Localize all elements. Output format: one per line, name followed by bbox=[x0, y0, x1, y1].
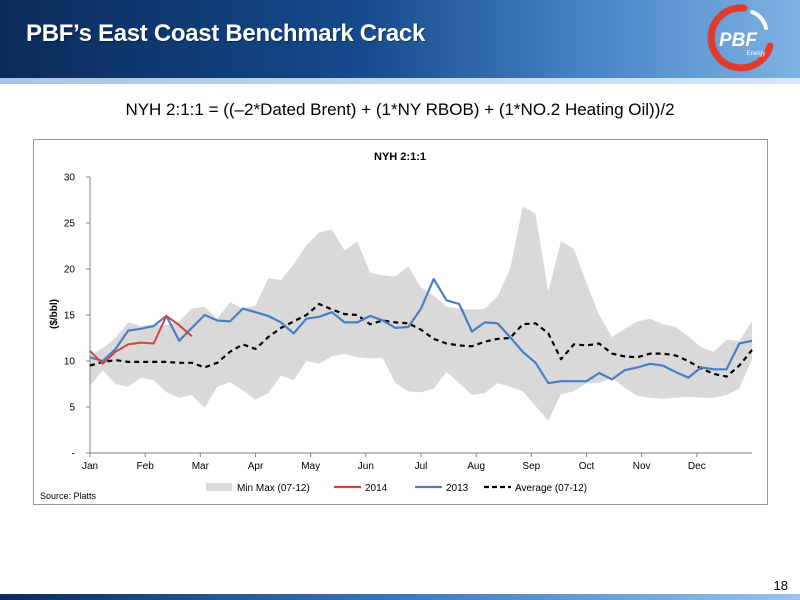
y-tick-label: 15 bbox=[64, 311, 76, 322]
legend-label: Min Max (07-12) bbox=[237, 483, 310, 494]
x-tick-label: Feb bbox=[137, 461, 155, 472]
page-number: 18 bbox=[773, 578, 788, 593]
x-tick-label: Jan bbox=[82, 461, 98, 472]
slide-title: PBF’s East Coast Benchmark Crack bbox=[26, 20, 426, 47]
y-tick-label: 25 bbox=[64, 219, 76, 230]
x-tick-label: Mar bbox=[192, 461, 210, 472]
x-tick-label: Apr bbox=[248, 461, 264, 472]
legend-swatch-min-max bbox=[206, 483, 232, 491]
y-axis-label: ($/bbl) bbox=[49, 299, 60, 329]
footer-bar bbox=[0, 594, 800, 600]
min-max-band bbox=[90, 206, 752, 421]
formula-subtitle: NYH 2:1:1 = ((–2*Dated Brent) + (1*NY RB… bbox=[125, 100, 675, 119]
y-tick-label: 5 bbox=[69, 403, 75, 414]
header-stripe bbox=[0, 78, 800, 84]
nyh-crack-chart: NYH 2:1:1 ($/bbl) - 5 10 15 20 25 30 Jan Feb Mar A… bbox=[49, 151, 753, 494]
x-tick-label: Sep bbox=[522, 461, 540, 472]
x-tick-label: Dec bbox=[688, 461, 706, 472]
y-tick-label: 10 bbox=[64, 357, 76, 368]
logo-subtext: Energy bbox=[746, 51, 765, 57]
x-tick-label: Nov bbox=[633, 461, 651, 472]
x-tick-label: Aug bbox=[467, 461, 485, 472]
y-tick-label: 30 bbox=[64, 173, 76, 184]
logo-text: PBF bbox=[719, 30, 758, 51]
chart-frame: NYH 2:1:1 ($/bbl) - 5 10 15 20 25 30 Jan Feb Mar A… bbox=[33, 139, 768, 505]
chart-title: NYH 2:1:1 bbox=[374, 151, 426, 163]
series-line-2013 bbox=[89, 278, 753, 385]
legend-label: 2013 bbox=[446, 483, 469, 494]
legend-label: 2014 bbox=[365, 483, 388, 494]
y-tick-label: 20 bbox=[64, 265, 76, 276]
x-tick-label: Oct bbox=[579, 461, 595, 472]
y-tick-label: - bbox=[72, 449, 75, 460]
series-line-average-07-12 bbox=[89, 302, 753, 378]
x-tick-label: May bbox=[301, 461, 320, 472]
source-note: Source: Platts bbox=[40, 491, 97, 501]
x-tick-label: Jul bbox=[415, 461, 428, 472]
legend-label: Average (07-12) bbox=[515, 483, 587, 494]
series-line-2014 bbox=[89, 314, 193, 365]
pbf-logo: PBF Energy bbox=[707, 4, 774, 72]
x-tick-label: Jun bbox=[358, 461, 374, 472]
title-banner: PBF’s East Coast Benchmark Crack PBF Ene… bbox=[0, 0, 800, 78]
